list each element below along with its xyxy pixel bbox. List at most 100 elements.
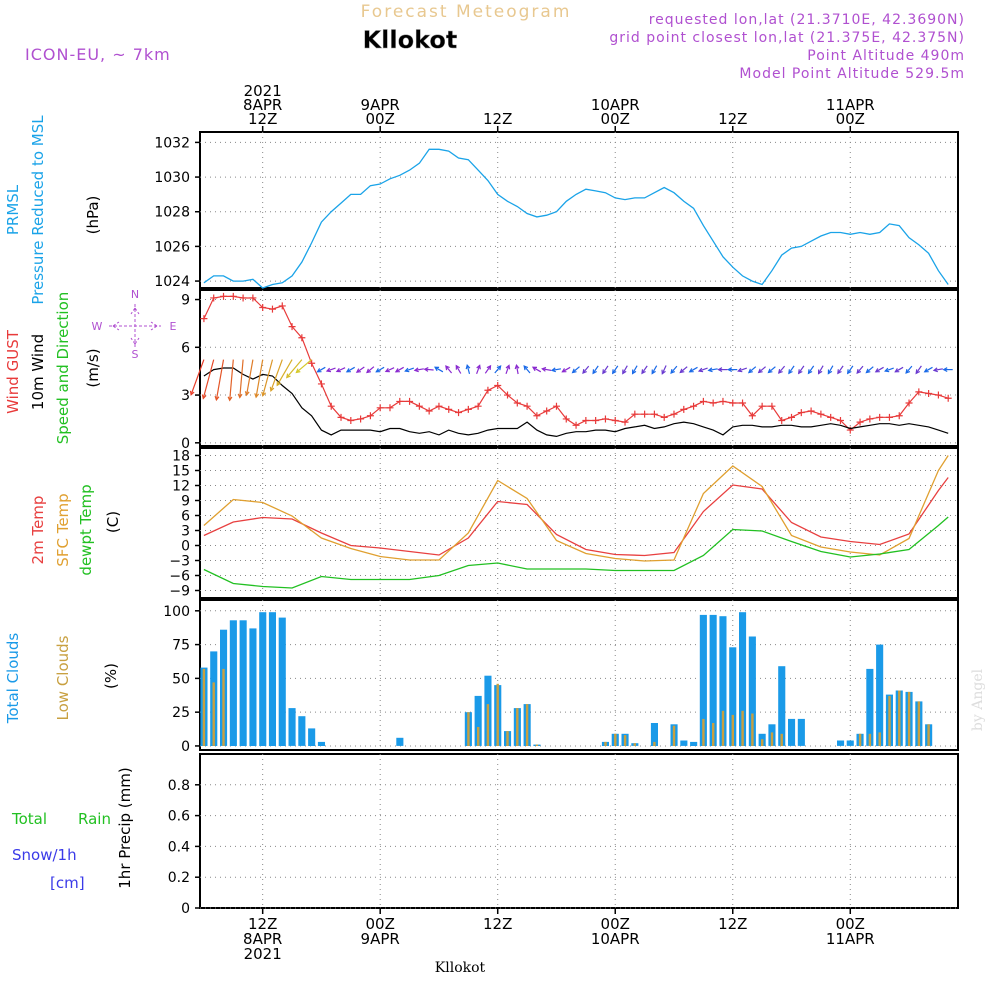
low-cloud-bar (604, 741, 607, 746)
wind-arrow (414, 368, 424, 371)
wind-arrow-head (445, 365, 450, 371)
low-cloud-bar (878, 732, 881, 746)
wind-arrow (270, 359, 283, 392)
gust-marker (611, 417, 619, 425)
low-cloud-bar (751, 713, 754, 746)
wind-arrow (326, 367, 336, 372)
wind-arrow (286, 359, 303, 378)
wind-arrow (933, 368, 943, 371)
wind-arrow (276, 359, 293, 386)
precip-rain-label: Rain (78, 810, 111, 828)
y-tick-label: 50 (172, 671, 190, 687)
gust-marker (464, 405, 472, 413)
y-tick-label: 25 (172, 705, 190, 721)
wind-arrow-head (523, 365, 529, 371)
total-cloud-bar (268, 612, 276, 746)
wind-arrow-head (905, 368, 911, 374)
panel-frame-wind (199, 289, 959, 447)
wind-arrow-head (767, 368, 773, 374)
y-tick-label: 6 (181, 509, 190, 525)
wind-arrow (612, 365, 619, 374)
total-cloud-bar (729, 647, 737, 746)
low-cloud-bar (780, 733, 783, 746)
low-cloud-bar (761, 739, 764, 746)
wind-arrow-head (413, 367, 419, 373)
wind-arrow (798, 365, 805, 374)
wind-arrow-head (923, 368, 929, 373)
wind-arrow-head (622, 369, 627, 375)
wind-arrow-head (269, 386, 275, 392)
wind-arrow (875, 366, 884, 373)
gust-marker (562, 415, 570, 423)
y-tick-label: 1028 (154, 205, 190, 221)
total-cloud-bar (239, 620, 247, 746)
wind-arrow-head (285, 373, 291, 379)
low-cloud-bar (702, 718, 705, 746)
wind-arrow-head (201, 394, 207, 400)
low-cloud-bar (731, 714, 734, 746)
temp-sfc-label: SFC Temp (54, 493, 72, 566)
precip-snow-label: Snow/1h (12, 846, 77, 864)
gust-marker (876, 413, 884, 421)
compass-east: E (170, 320, 177, 333)
gust-marker (357, 415, 365, 423)
x-tick-label-bottom: 10APR (591, 930, 640, 948)
wind-arrow-head (375, 368, 381, 373)
footer-location-name: Kllokot (435, 960, 486, 976)
wind-arrow-head (254, 393, 260, 399)
wind-arrow (262, 359, 274, 396)
total-cloud-bar (876, 644, 884, 746)
wind-arrow (385, 367, 395, 373)
wind-arrow-head (366, 368, 372, 374)
wind-arrow (505, 365, 510, 375)
wind-arrow (592, 365, 599, 374)
y-tick-label: 0.2 (168, 870, 190, 886)
wind-arrow-head (846, 369, 852, 375)
gust-marker (719, 397, 727, 405)
y-tick-label: 9 (181, 293, 190, 309)
wind-arrow-head (505, 364, 511, 370)
gust-marker (278, 302, 286, 310)
gust-marker (660, 413, 668, 421)
gust-marker (513, 399, 521, 407)
wind-arrow (572, 366, 580, 373)
wind-arrow (395, 366, 404, 373)
total-cloud-bar (229, 620, 237, 746)
total-cloud-bar (278, 617, 286, 746)
total-cloud-bar (396, 737, 404, 746)
x-tick-label-top: 12Z (248, 110, 277, 128)
total-cloud-bar (259, 612, 267, 746)
low-cloud-bar (858, 733, 862, 746)
panel-frame-clouds (199, 599, 959, 751)
y-tick-label: 0 (181, 901, 190, 917)
wind-arrow-head (827, 369, 833, 375)
wind-arrow-head (214, 395, 220, 402)
x-tick-label-bottom: 00Z (836, 915, 865, 933)
gust-marker (836, 417, 844, 425)
y-tick-label: 75 (172, 638, 190, 654)
wind-arrow-head (384, 367, 390, 373)
wind-arrow (866, 366, 874, 373)
wind-arrow-head (611, 369, 617, 375)
wind-arrow (542, 368, 552, 371)
low-cloud-bar (623, 735, 627, 746)
wind-arrow (837, 365, 844, 374)
wind-arrow (847, 365, 854, 374)
gust-marker (484, 386, 492, 394)
wind-arrow-head (777, 368, 783, 374)
x-tick-label-top: 9APR (361, 96, 400, 114)
x-tick-label-top: 00Z (366, 110, 395, 128)
gust-marker (543, 407, 551, 415)
wind-arrow (698, 367, 708, 372)
header-title: Kllokot (363, 26, 458, 54)
wind-arrow (190, 359, 205, 395)
y-tick-label: 1026 (154, 239, 190, 255)
y-tick-label: 6 (181, 340, 190, 356)
gust-marker (778, 417, 786, 425)
requested-location: requested lon,lat (21.3710E, 42.3690N) (649, 12, 965, 28)
gust-marker (386, 404, 394, 412)
x-tick-label-bottom: 12Z (718, 915, 747, 933)
wind-arrow-head (237, 393, 243, 399)
y-tick-label: 1024 (154, 274, 190, 290)
gust-marker (729, 399, 737, 407)
